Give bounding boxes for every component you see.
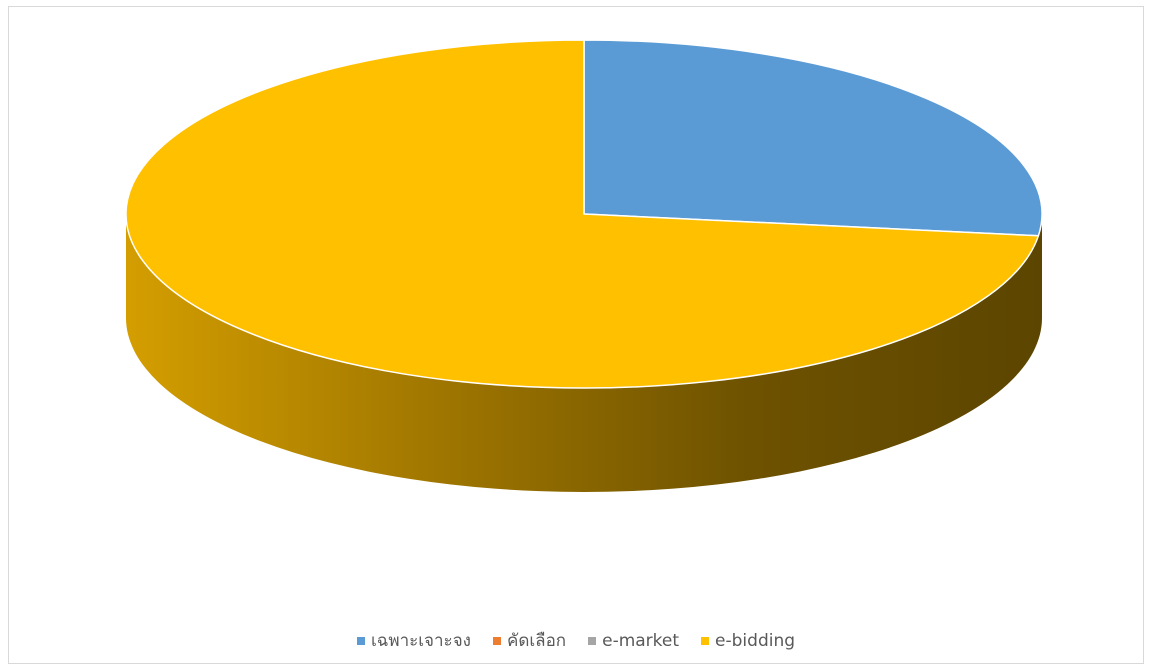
legend-item-e-market: e-market: [588, 631, 679, 651]
legend-label: เฉพาะเจาะจง: [370, 631, 471, 651]
legend-swatch: [356, 636, 365, 645]
legend-label: e-market: [602, 630, 680, 651]
legend-swatch: [588, 636, 597, 645]
pie-slice: [125, 39, 1040, 389]
pie-side-wall: [126, 214, 1042, 492]
pie-slice: [583, 39, 1043, 237]
legend-item-e-bidding: e-bidding: [701, 631, 795, 651]
legend-label: คัดเลือก: [506, 631, 567, 651]
pie-chart: [125, 39, 1043, 492]
legend-swatch: [492, 636, 501, 645]
legend-item-selection: คัดเลือก: [492, 627, 567, 654]
chart-area: เฉพาะเจาะจง คัดเลือก e-market e-bidding: [8, 6, 1144, 664]
legend-label: e-bidding: [715, 630, 796, 651]
legend-swatch: [701, 636, 710, 645]
legend-item-specific: เฉพาะเจาะจง: [356, 627, 471, 654]
legend: เฉพาะเจาะจง คัดเลือก e-market e-bidding: [9, 627, 1143, 654]
